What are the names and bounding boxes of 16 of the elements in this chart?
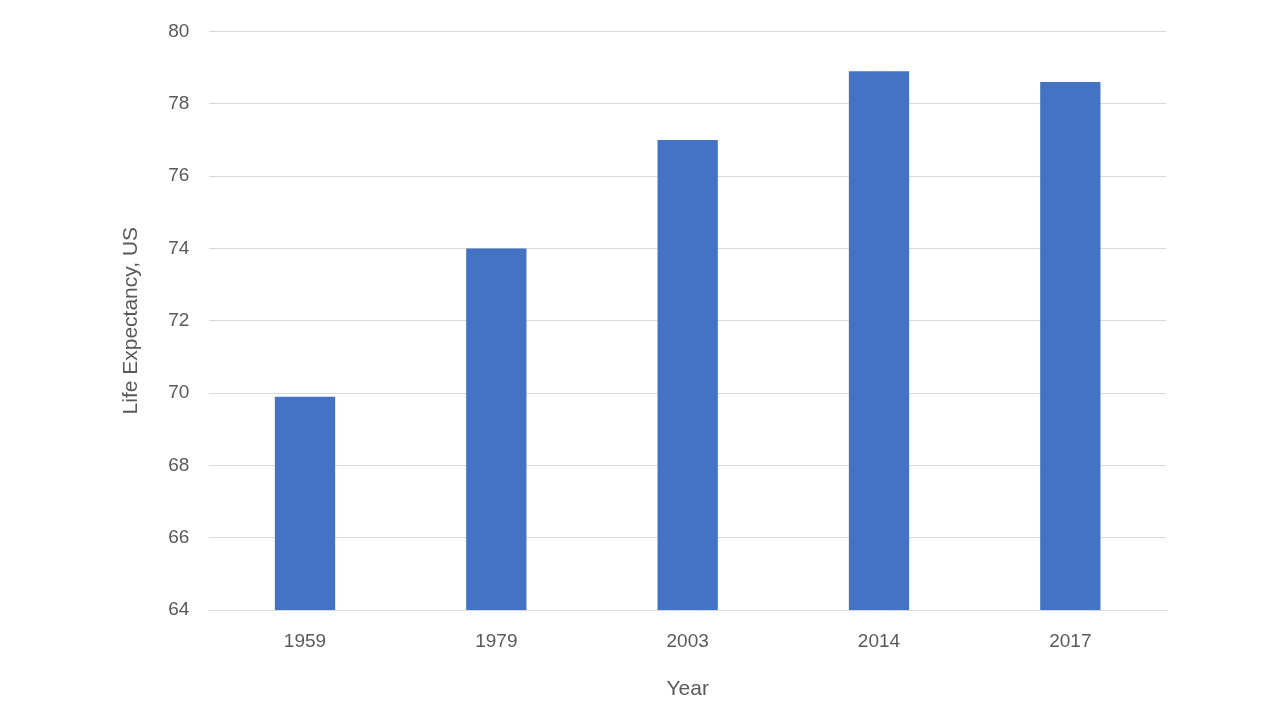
y-tick-label: 64 <box>168 598 190 620</box>
x-axis-title: Year <box>666 676 709 700</box>
y-tick-label: 72 <box>168 308 190 330</box>
y-tick-label: 78 <box>168 91 190 113</box>
y-axis-title: Life Expectancy, US <box>118 226 142 415</box>
x-tick-label: 2014 <box>857 629 901 651</box>
y-tick-label: 68 <box>168 453 190 475</box>
y-tick-label: 66 <box>168 525 190 547</box>
y-tick-label: 76 <box>168 164 190 186</box>
x-tick-label: 2017 <box>1049 629 1092 651</box>
x-tick-label: 1959 <box>283 629 327 651</box>
y-tick-label: 70 <box>168 381 190 403</box>
x-tick-label: 1979 <box>475 629 518 651</box>
y-tick-label: 80 <box>168 19 190 41</box>
y-tick-label: 74 <box>168 236 190 258</box>
x-tick-label: 2003 <box>666 629 709 651</box>
